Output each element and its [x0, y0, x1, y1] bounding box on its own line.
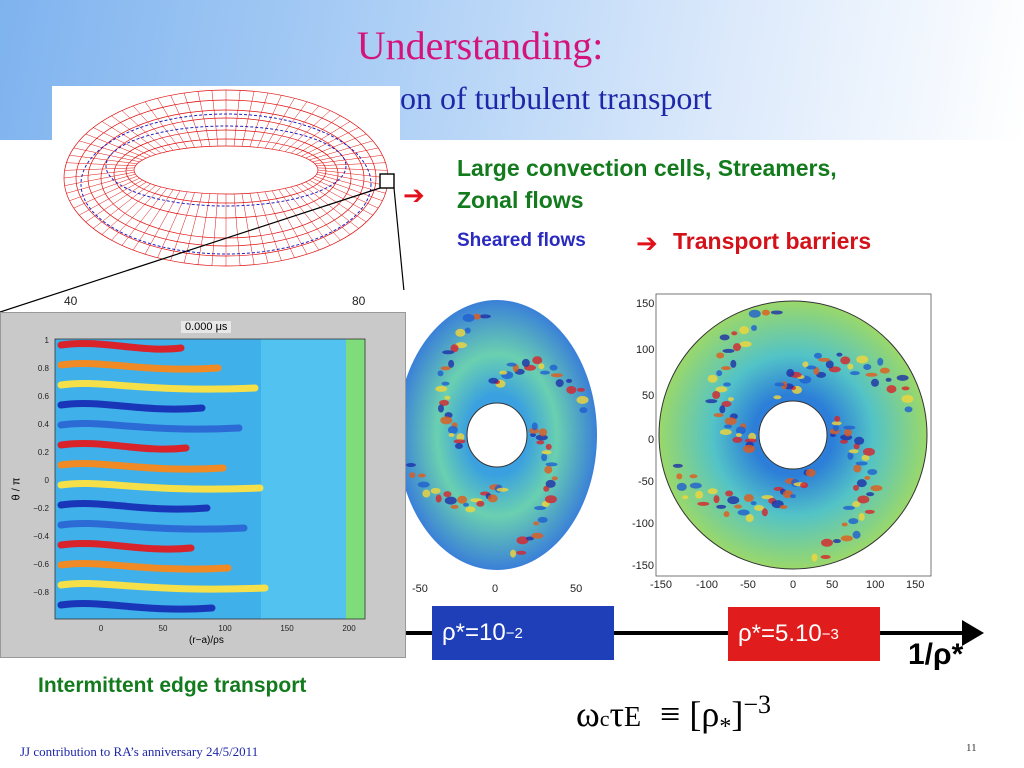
edge-transport-plot: 0.000 μs θ / π (r−a)/ρs 1 0.8 0.6 0.4 0.2 0 −0… [0, 312, 406, 658]
svg-text:150: 150 [280, 624, 294, 633]
torus-image [52, 86, 400, 288]
right-turbulence-plot [628, 292, 938, 598]
svg-text:−0.2: −0.2 [33, 504, 49, 513]
rho-axis-label: 1/ρ* [908, 638, 964, 671]
svg-text:0.8: 0.8 [38, 364, 50, 373]
rho-box-blue: ρ*=10 −2 [432, 606, 614, 660]
page-number: 11 [966, 742, 977, 754]
convection-cells-text: Large convection cells, Streamers, Zonal… [457, 155, 837, 213]
svg-text:−0.4: −0.4 [33, 532, 49, 541]
mid-xtick-1: -50 [412, 583, 428, 595]
svg-text:200: 200 [342, 624, 356, 633]
svg-text:0: 0 [45, 476, 50, 485]
svg-text:−0.8: −0.8 [33, 588, 49, 597]
transport-barriers-label: Transport barriers [673, 228, 872, 254]
right-arrow-icon: ➔ [403, 180, 425, 210]
plot-xlabel: (r−a)/ρs [189, 635, 224, 646]
rho-axis-arrowhead [962, 620, 984, 646]
footer-text: JJ contribution to RA’s anniversary 24/5… [20, 744, 259, 759]
svg-text:0: 0 [99, 624, 104, 633]
intermittent-caption: Intermittent edge transport [38, 674, 307, 697]
title-line2: on of turbulent transport [400, 80, 712, 116]
rho-box-red: ρ*=5.10 −3 [728, 607, 880, 661]
svg-text:1: 1 [45, 336, 50, 345]
svg-text:50: 50 [159, 624, 168, 633]
mid-turbulence-plot [397, 290, 612, 594]
right-arrow-icon-2: ➔ [636, 228, 658, 258]
svg-text:−0.6: −0.6 [33, 560, 49, 569]
title-line1: Understanding: [356, 23, 604, 68]
svg-text:0.6: 0.6 [38, 392, 50, 401]
svg-text:0.2: 0.2 [38, 448, 50, 457]
svg-text:0.4: 0.4 [38, 420, 50, 429]
sheared-flows-label: Sheared flows [457, 230, 586, 251]
behind-tick-40: 40 [64, 294, 78, 308]
mid-xtick-3: 50 [570, 583, 583, 595]
svg-text:100: 100 [218, 624, 232, 633]
formula: ωcτE ≡ [ρ*]−3 [576, 690, 771, 740]
rho-axis-line [405, 631, 965, 635]
behind-tick-80: 80 [352, 294, 366, 308]
plot-title: 0.000 μs [181, 321, 232, 333]
mid-xtick-2: 0 [492, 583, 499, 595]
